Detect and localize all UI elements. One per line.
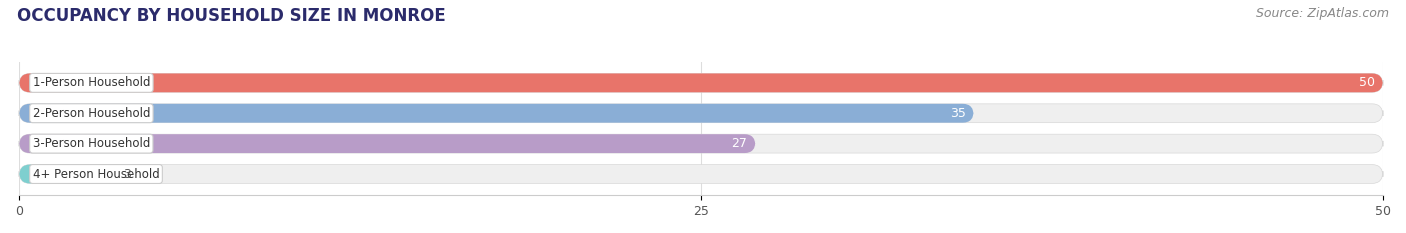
Text: 3: 3	[122, 168, 131, 181]
Text: 35: 35	[949, 107, 966, 120]
Text: 4+ Person Household: 4+ Person Household	[32, 168, 159, 181]
Text: 1-Person Household: 1-Person Household	[32, 76, 150, 89]
Text: 2-Person Household: 2-Person Household	[32, 107, 150, 120]
FancyBboxPatch shape	[20, 164, 101, 183]
FancyBboxPatch shape	[20, 104, 1384, 123]
FancyBboxPatch shape	[20, 134, 1384, 153]
Text: 3-Person Household: 3-Person Household	[32, 137, 150, 150]
Text: 27: 27	[731, 137, 748, 150]
FancyBboxPatch shape	[20, 134, 755, 153]
Text: Source: ZipAtlas.com: Source: ZipAtlas.com	[1256, 7, 1389, 20]
FancyBboxPatch shape	[20, 164, 1384, 183]
FancyBboxPatch shape	[20, 73, 1384, 92]
Text: 50: 50	[1358, 76, 1375, 89]
FancyBboxPatch shape	[20, 104, 974, 123]
FancyBboxPatch shape	[20, 73, 1384, 92]
Text: OCCUPANCY BY HOUSEHOLD SIZE IN MONROE: OCCUPANCY BY HOUSEHOLD SIZE IN MONROE	[17, 7, 446, 25]
